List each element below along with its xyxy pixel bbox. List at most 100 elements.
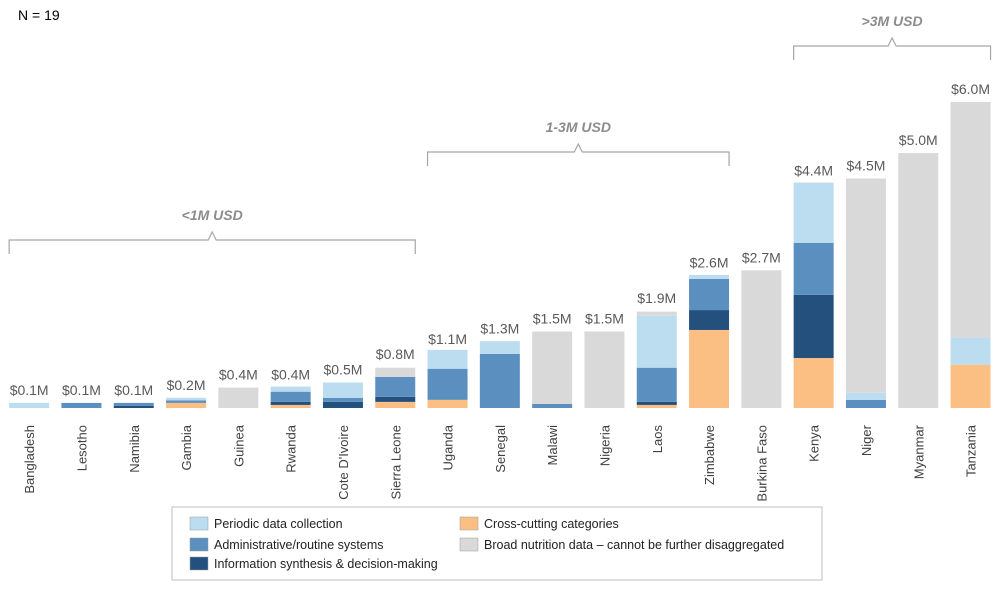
x-tick-label: Nigeria <box>597 424 612 466</box>
x-tick-label: Bangladesh <box>22 425 37 494</box>
legend-box <box>171 506 823 581</box>
bar-segment <box>375 367 416 377</box>
bar-segment <box>636 315 677 368</box>
bar-segment <box>845 178 886 393</box>
value-label: $1.3M <box>480 321 519 337</box>
bar-segment <box>845 399 886 408</box>
bar-segment <box>113 405 154 408</box>
legend-label: Periodic data collection <box>214 517 343 531</box>
legend-label: Administrative/routine systems <box>214 538 384 552</box>
bar-segment <box>322 382 363 398</box>
bar-segment <box>689 274 730 279</box>
value-label: $0.8M <box>376 346 415 362</box>
value-label: $2.6M <box>690 254 729 270</box>
legend-label: Information synthesis & decision-making <box>214 557 438 571</box>
legend-swatch <box>459 516 479 531</box>
bar-segment <box>375 396 416 402</box>
value-label: $0.4M <box>271 367 310 383</box>
annotation: N = 19 <box>18 7 60 23</box>
legend-swatch <box>189 537 209 552</box>
bar-segment <box>166 402 207 408</box>
value-label: $4.4M <box>794 163 833 179</box>
x-tick-label: Kenya <box>807 424 822 462</box>
value-label: $5.0M <box>899 132 938 148</box>
bar-segment <box>636 367 677 402</box>
bar-segment <box>845 392 886 400</box>
bar-segment <box>689 329 730 408</box>
x-tick-label: Namibia <box>127 424 142 472</box>
bar-segment <box>793 358 834 408</box>
bar-segment <box>375 401 416 408</box>
bar-segment <box>218 387 259 408</box>
bar-segment <box>9 402 50 408</box>
bar-segment <box>375 376 416 397</box>
bar-segment <box>427 399 468 408</box>
x-tick-label: Niger <box>859 424 874 456</box>
value-label: $1.5M <box>533 311 572 327</box>
bar-segment <box>113 402 154 406</box>
bar-segment <box>270 404 311 408</box>
value-label: $0.1M <box>10 382 49 398</box>
bar-segment <box>427 368 468 400</box>
bar-segment <box>166 397 207 401</box>
bar-segment <box>793 182 834 243</box>
bar-segment <box>741 270 782 408</box>
value-label: $2.7M <box>742 249 781 265</box>
value-label: $0.2M <box>167 377 206 393</box>
bar-segment <box>479 353 520 408</box>
x-tick-label: Uganda <box>441 424 456 470</box>
bar-segment <box>793 242 834 295</box>
bar-segment <box>584 331 625 408</box>
value-label: $1.1M <box>428 331 467 347</box>
bar-segment <box>270 391 311 402</box>
legend-swatch <box>189 516 209 531</box>
bar-segment <box>532 331 573 404</box>
x-tick-label: Lesotho <box>74 425 89 471</box>
x-tick-label: Rwanda <box>284 424 299 472</box>
bar-segment <box>479 341 520 354</box>
x-tick-label: Myanmar <box>911 424 926 479</box>
group-label: <1M USD <box>182 207 243 223</box>
value-label: $4.5M <box>846 158 885 174</box>
bar-segment <box>898 153 939 408</box>
value-label: $0.5M <box>323 362 362 378</box>
value-label: $6.0M <box>951 81 990 97</box>
x-tick-label: Senegal <box>493 425 508 473</box>
bar-segment <box>950 364 991 408</box>
bar-segment <box>950 102 991 338</box>
bar-segment <box>689 278 730 311</box>
bar-segment <box>950 337 991 365</box>
bar-segment <box>689 310 730 330</box>
value-label: $0.4M <box>219 367 258 383</box>
group-bracket <box>793 36 992 60</box>
bar-segment <box>636 404 677 408</box>
x-tick-label: Gambia <box>179 424 194 470</box>
group-label: >3M USD <box>862 13 923 29</box>
value-label: $0.1M <box>114 382 153 398</box>
bar-segment <box>636 401 677 405</box>
x-tick-label: Malawi <box>545 425 560 466</box>
bar-segment <box>636 311 677 316</box>
legend-swatch <box>189 556 209 571</box>
legend-label: Cross-cutting categories <box>484 517 619 531</box>
x-tick-label: Zimbabwe <box>702 425 717 485</box>
bar-segment <box>270 386 311 392</box>
bar-segment <box>322 401 363 408</box>
value-label: $1.5M <box>585 311 624 327</box>
bar-segment <box>793 294 834 359</box>
legend-label: Broad nutrition data – cannot be further… <box>484 538 784 552</box>
bar-segment <box>322 397 363 402</box>
bar-segment <box>532 403 573 408</box>
bar-segment <box>270 401 311 405</box>
group-bracket <box>426 142 730 166</box>
bar-segment <box>427 349 468 369</box>
x-tick-label: Burkina Faso <box>754 425 769 502</box>
bar-segment <box>61 402 102 408</box>
value-label: $0.1M <box>62 382 101 398</box>
value-label: $1.9M <box>637 290 676 306</box>
legend-swatch <box>459 537 479 552</box>
group-label: 1-3M USD <box>546 119 611 135</box>
group-bracket <box>8 230 416 254</box>
x-tick-label: Tanzania <box>964 424 979 477</box>
